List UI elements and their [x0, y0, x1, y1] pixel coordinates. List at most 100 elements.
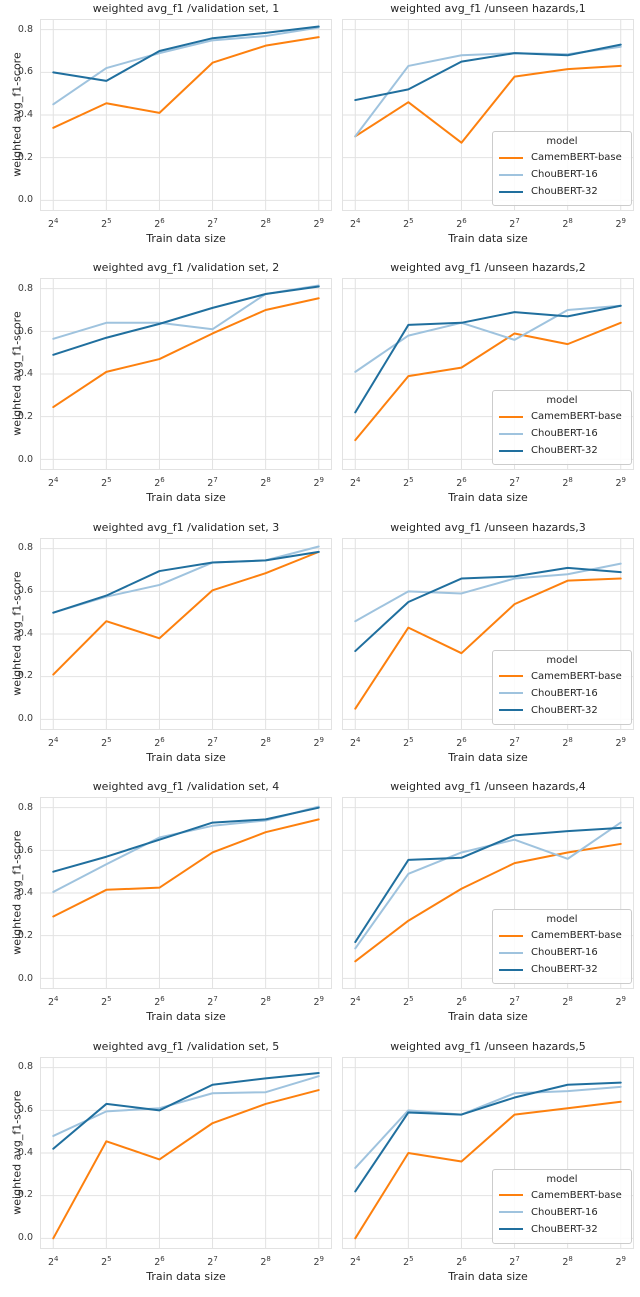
x-tick-base: 2 [350, 219, 357, 231]
x-tick-exponent: 9 [621, 217, 626, 225]
legend-entry: CamemBERT-base [499, 927, 625, 944]
x-tick-exponent: 7 [213, 476, 218, 485]
x-tick-base: 2 [154, 478, 161, 490]
plot-frame [342, 19, 634, 211]
x-axis-tick-label: 24 [38, 1253, 68, 1269]
line-series-camembert-base [354, 64, 622, 144]
y-axis-tick-label: 0.4 [17, 627, 33, 639]
x-tick-exponent: 5 [107, 1254, 112, 1263]
x-axis-tick-label: 28 [251, 215, 281, 231]
line-series-camembert-base [52, 818, 320, 918]
x-axis-label: Train data size [146, 750, 226, 764]
y-axis-tick-label: 0.0 [17, 713, 33, 725]
x-tick-base: 2 [101, 1256, 108, 1268]
x-tick-exponent: 6 [160, 995, 165, 1004]
x-tick-exponent: 6 [462, 995, 467, 1004]
line-series-choubert-16 [354, 1085, 622, 1169]
x-tick-exponent: 9 [621, 995, 626, 1004]
line-series-choubert-32 [354, 827, 622, 944]
x-tick-exponent: 5 [107, 735, 112, 744]
legend-title: model [546, 136, 578, 147]
x-tick-base: 2 [562, 219, 569, 231]
x-tick-base: 2 [456, 997, 463, 1009]
line-series-choubert-32 [354, 305, 622, 414]
x-tick-base: 2 [207, 737, 214, 749]
x-tick-exponent: 5 [409, 476, 414, 485]
x-tick-base: 2 [207, 478, 214, 490]
legend-entry: ChouBERT-32 [499, 1221, 625, 1238]
x-tick-base: 2 [260, 219, 267, 231]
x-tick-exponent: 6 [462, 217, 467, 225]
x-axis-tick-label: 24 [340, 474, 370, 490]
x-tick-base: 2 [509, 1256, 516, 1268]
x-tick-exponent: 7 [213, 217, 218, 225]
legend-label: ChouBERT-16 [531, 169, 598, 180]
plot-grid [40, 797, 332, 990]
x-axis-tick-label: 27 [500, 734, 530, 750]
x-tick-exponent: 8 [266, 735, 271, 744]
x-tick-exponent: 6 [160, 476, 165, 485]
plot-frame [40, 19, 332, 211]
x-axis-label: Train data size [448, 1010, 528, 1024]
x-tick-exponent: 9 [319, 1254, 324, 1263]
y-axis-tick-label: 0.2 [17, 411, 33, 423]
choubert-32-line-swatch-icon [499, 190, 523, 193]
x-axis-tick-label: 28 [553, 215, 583, 231]
x-tick-base: 2 [509, 478, 516, 490]
x-axis-label: Train data size [448, 491, 528, 505]
x-tick-base: 2 [313, 478, 320, 490]
x-axis-tick-label: 26 [144, 993, 174, 1009]
legend-label: ChouBERT-16 [531, 687, 598, 699]
x-tick-base: 2 [615, 997, 622, 1009]
x-axis-tick-label: 27 [198, 993, 228, 1009]
plot-area [40, 537, 332, 730]
subplot-title: weighted avg_f1 /validation set, 3 [92, 520, 280, 534]
subplot-title: weighted avg_f1 /validation set, 4 [92, 780, 280, 794]
x-tick-base: 2 [260, 478, 267, 490]
line-series-choubert-32 [354, 566, 622, 652]
subplot-validation-set-4: weighted avg_f1 /validation set, 4 0.0 0.2… [0, 778, 640, 1037]
x-tick-exponent: 5 [107, 217, 112, 225]
x-axis-tick-label: 25 [393, 215, 423, 231]
choubert-16-line-swatch-icon [499, 692, 523, 695]
plot-frame [40, 537, 332, 730]
y-axis-tick-label: 0.4 [17, 109, 33, 120]
y-axis-tick-label: 0.8 [17, 283, 33, 295]
x-tick-base: 2 [403, 478, 410, 490]
line-series-choubert-32 [52, 550, 320, 614]
x-axis-tick-label: 27 [198, 1253, 228, 1269]
x-axis-tick-label: 28 [251, 474, 281, 490]
subplot-title: weighted avg_f1 /unseen hazards,3 [390, 520, 586, 534]
y-axis-tick-label: 0.0 [17, 453, 33, 465]
legend-label: CamemBERT-base [531, 930, 622, 942]
x-tick-exponent: 8 [568, 476, 573, 485]
x-tick-base: 2 [101, 997, 108, 1009]
x-tick-exponent: 5 [409, 995, 414, 1004]
x-tick-exponent: 5 [409, 1254, 414, 1263]
subplot-unseen-hazards-2: weighted avg_f1 /unseen hazards,2 24 25 26 2… [0, 259, 640, 518]
x-axis-tick-label: 25 [91, 1253, 121, 1269]
line-series-choubert-16 [52, 26, 320, 106]
legend-entry: CamemBERT-base [499, 668, 625, 685]
x-axis-tick-label: 24 [340, 215, 370, 231]
x-axis-tick-label: 27 [198, 215, 228, 231]
x-tick-base: 2 [154, 1256, 161, 1268]
camembert-base-line-swatch-icon [499, 934, 523, 937]
legend-entry: ChouBERT-32 [499, 961, 625, 978]
x-axis-tick-label: 28 [553, 1253, 583, 1269]
x-tick-base: 2 [313, 219, 320, 231]
line-series-camembert-base [52, 297, 320, 409]
legend-label: ChouBERT-16 [531, 1206, 598, 1218]
y-axis-tick-label: 0.6 [17, 325, 33, 337]
y-axis-tick-label: 0.2 [17, 151, 33, 163]
x-tick-exponent: 7 [515, 995, 520, 1004]
x-axis-tick-label: 25 [393, 734, 423, 750]
y-axis-tick-label: 0.0 [17, 194, 33, 206]
x-axis-tick-label: 29 [304, 474, 334, 490]
plot-grid [40, 19, 332, 211]
plot-frame [342, 537, 634, 730]
x-axis-tick-label: 29 [606, 993, 636, 1009]
x-tick-base: 2 [562, 997, 569, 1009]
x-axis-tick-label: 27 [198, 474, 228, 490]
